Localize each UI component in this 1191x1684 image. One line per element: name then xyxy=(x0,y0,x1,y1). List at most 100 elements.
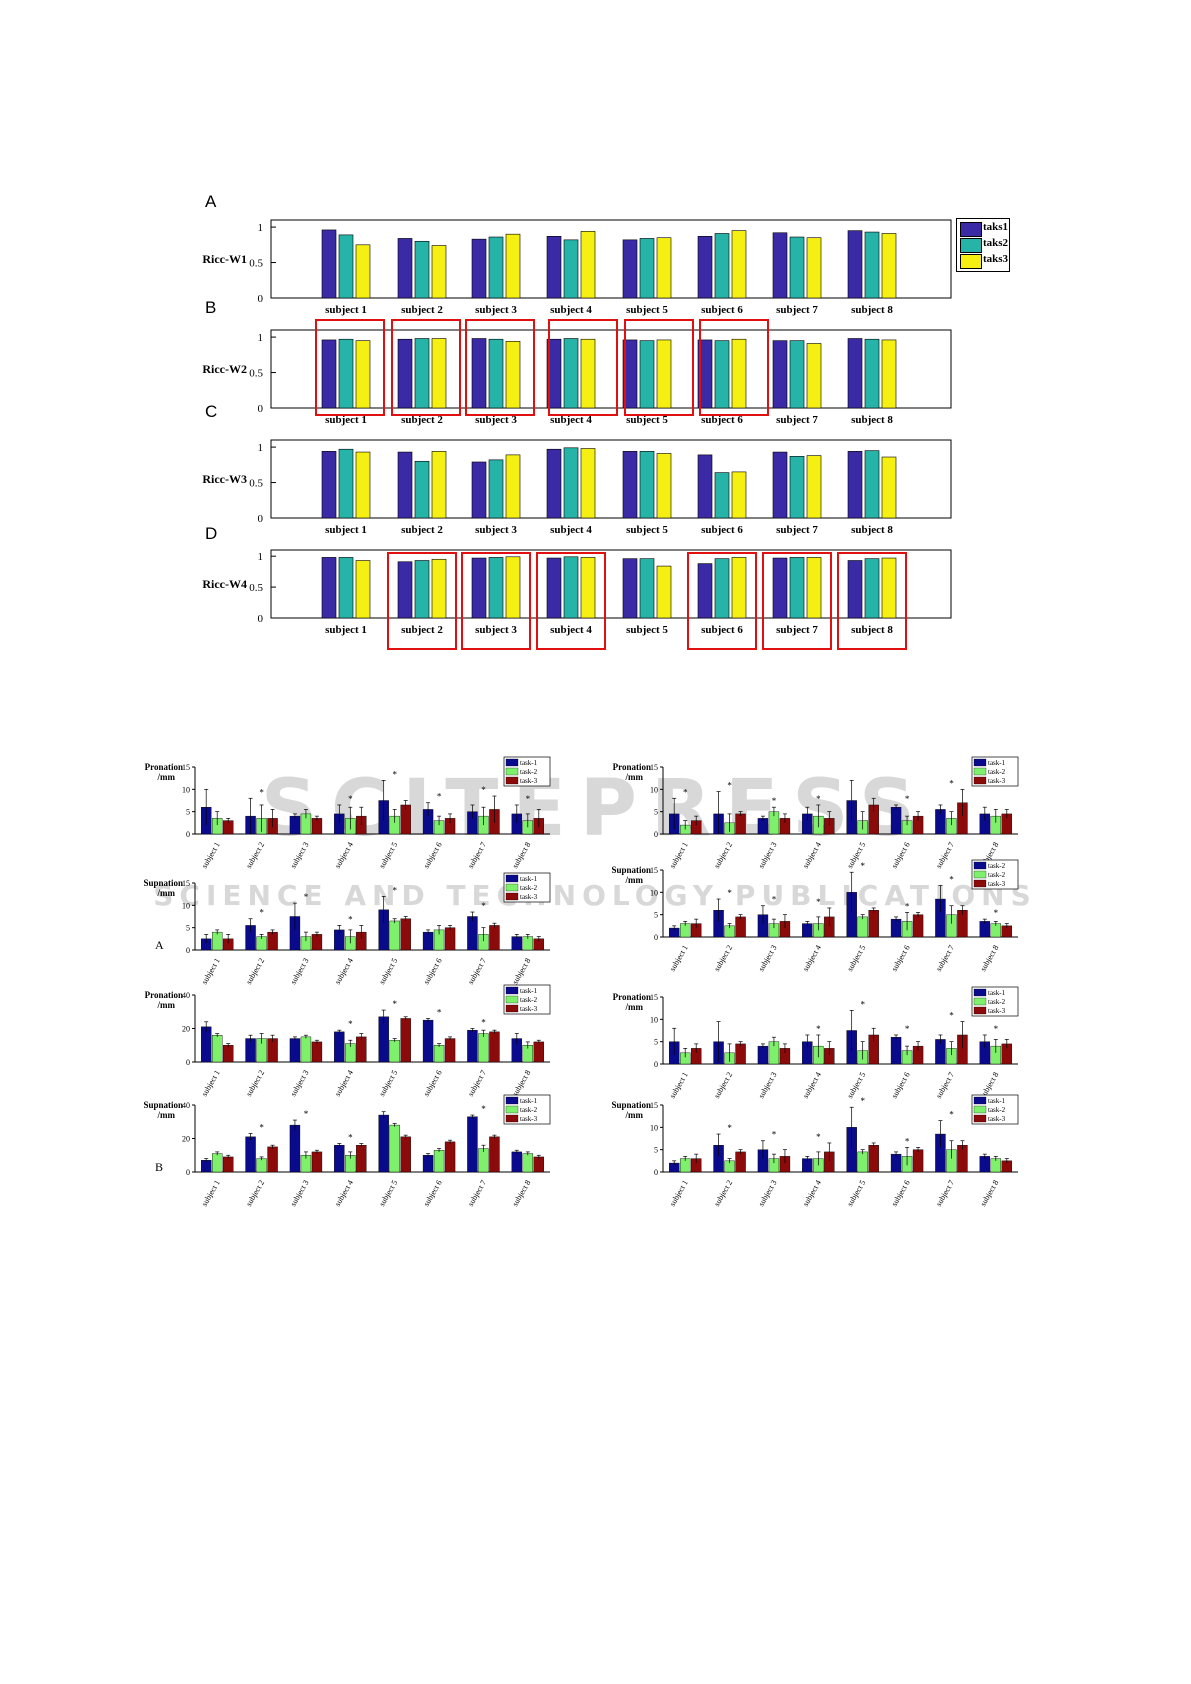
w2-highlight-box xyxy=(624,319,694,416)
w1-xtick-label: subject 4 xyxy=(550,304,592,316)
bR1-xtick-label: subject 2 xyxy=(712,1071,734,1100)
bR2-ytick-label: 10 xyxy=(650,1123,658,1132)
w3-bar xyxy=(471,461,487,519)
aL1-legend-label: task-1 xyxy=(520,759,538,767)
w3-bar xyxy=(414,460,430,519)
aR2-significance-star: * xyxy=(994,908,999,918)
bL2-bar xyxy=(334,1144,345,1173)
aR2-bar xyxy=(857,916,868,938)
w1-bar xyxy=(580,231,596,299)
bL2-xtick-label: subject 7 xyxy=(466,1179,488,1208)
panel-label-b: B xyxy=(205,298,217,317)
w2-bar xyxy=(414,338,430,409)
w3-bar xyxy=(505,454,521,519)
w4-bar xyxy=(563,556,579,619)
aL1-ytick-label: 5 xyxy=(186,808,190,817)
w1-bar xyxy=(563,239,579,299)
bL1-bar xyxy=(467,1029,478,1063)
aR2-bar xyxy=(979,921,991,938)
w4-bar xyxy=(714,558,730,619)
w4-xtick-label: subject 5 xyxy=(626,624,668,636)
w4-bar xyxy=(622,558,638,619)
bR2-xtick-label: subject 4 xyxy=(801,1179,823,1208)
bR1-ylabel-line1: Pronation xyxy=(613,992,651,1002)
watermark-line2: SCIENCE AND TECHNOLOGY PUBLICATIONS xyxy=(153,879,1037,912)
w2-bar xyxy=(431,338,447,409)
aL2-xtick-label: subject 3 xyxy=(289,957,311,986)
w2-bar xyxy=(471,338,487,409)
aL2-bar xyxy=(400,918,411,951)
bL2-ytick-label: 40 xyxy=(182,1101,190,1110)
w4-bar xyxy=(731,557,747,619)
bR1-legend-swatch xyxy=(973,988,987,997)
bR2-legend-swatch xyxy=(973,1096,987,1105)
bR2-significance-star: * xyxy=(816,1132,821,1142)
w4-bar xyxy=(355,560,371,619)
aL1-xtick-label: subject 5 xyxy=(377,841,399,870)
aL2-ytick-label: 15 xyxy=(182,879,190,888)
bR2-ytick-label: 5 xyxy=(654,1146,658,1155)
bL1-xtick-label: subject 1 xyxy=(200,1069,222,1098)
aL1-significance-star: * xyxy=(481,785,486,795)
aR1-bar xyxy=(735,813,746,835)
bL1-bar xyxy=(389,1040,400,1063)
w1-bar xyxy=(338,234,354,299)
aL1-significance-star: * xyxy=(526,794,531,804)
bL2-bar xyxy=(522,1153,534,1173)
aR1-significance-star: * xyxy=(683,787,688,797)
w1-bar xyxy=(656,237,672,299)
aR1-significance-star: * xyxy=(949,778,954,788)
bR2-xtick-label: subject 2 xyxy=(712,1179,734,1208)
bR1-significance-star: * xyxy=(816,1024,821,1034)
w4-bar xyxy=(639,558,655,619)
bL1-xtick-label: subject 7 xyxy=(466,1069,488,1098)
bL2-bar xyxy=(378,1114,389,1173)
bR1-legend-label: task-3 xyxy=(988,1007,1006,1015)
aR1-xtick-label: subject 7 xyxy=(934,841,956,870)
aL2-significance-star: * xyxy=(481,901,486,911)
bL1-bar xyxy=(489,1031,500,1063)
aR1-ylabel-line2: /mm xyxy=(625,772,644,782)
aL1-legend-label: task-2 xyxy=(520,768,538,776)
bR1-ytick-label: 15 xyxy=(650,993,658,1002)
aL2-bar xyxy=(489,925,500,951)
aR2-ylabel-line2: /mm xyxy=(625,875,644,885)
bL1-legend-label: task-1 xyxy=(520,987,538,995)
aL1-legend-swatch xyxy=(505,776,519,785)
bR2-xtick-label: subject 8 xyxy=(978,1179,1000,1208)
bL2-ylabel-line2: /mm xyxy=(157,1110,176,1120)
bR1-bar xyxy=(757,1045,769,1065)
aL1-significance-star: * xyxy=(259,787,264,797)
bL2-significance-star: * xyxy=(348,1133,353,1143)
bL2-bar xyxy=(467,1116,478,1173)
w2-xtick-label: subject 3 xyxy=(475,414,517,426)
bR2-bar xyxy=(979,1156,991,1173)
bL1-bar xyxy=(267,1038,278,1063)
aL2-ytick-label: 5 xyxy=(186,924,190,933)
bR2-legend-swatch xyxy=(973,1114,987,1123)
bR1-xtick-label: subject 7 xyxy=(934,1071,956,1100)
bL2-legend-swatch xyxy=(505,1096,519,1105)
bL2-bar xyxy=(389,1124,400,1173)
bL1-bar xyxy=(422,1019,434,1063)
w4-ytick-label: 0.5 xyxy=(249,582,263,594)
figure1-legend: taks1 taks2 taks3 xyxy=(956,218,1010,272)
w4-bar xyxy=(471,557,487,619)
w1-xtick-label: subject 8 xyxy=(851,304,893,316)
bL1-xtick-label: subject 5 xyxy=(377,1069,399,1098)
bR2-xtick-label: subject 7 xyxy=(934,1179,956,1208)
w2-ytick-label: 0 xyxy=(258,403,264,415)
w4-bar xyxy=(580,557,596,619)
bL2-xtick-label: subject 1 xyxy=(200,1179,222,1208)
aL2-significance-star: * xyxy=(392,885,397,895)
w1-bar xyxy=(431,245,447,299)
bR2-legend-label: task-3 xyxy=(988,1115,1006,1123)
aL1-significance-star: * xyxy=(437,792,442,802)
aR2-xtick-label: subject 3 xyxy=(757,944,779,973)
aL2-significance-star: * xyxy=(348,914,353,924)
aL2-significance-star: * xyxy=(259,908,264,918)
panel-label-d: D xyxy=(205,524,218,543)
w4-bar xyxy=(864,558,880,619)
bL2-ylabel-line1: Supnation xyxy=(143,1100,183,1110)
aR1-ytick-label: 5 xyxy=(654,808,658,817)
